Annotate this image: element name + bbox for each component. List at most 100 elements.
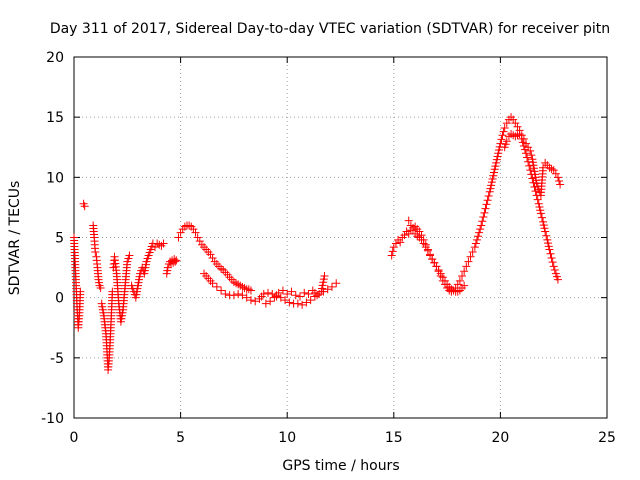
data-point bbox=[497, 135, 506, 144]
data-point bbox=[236, 281, 245, 290]
data-point bbox=[246, 296, 255, 305]
data-point bbox=[531, 187, 540, 196]
data-point bbox=[540, 224, 549, 233]
data-point bbox=[499, 127, 508, 136]
data-point bbox=[404, 216, 413, 225]
data-point bbox=[217, 264, 226, 273]
data-point bbox=[549, 262, 558, 271]
data-point bbox=[234, 290, 243, 299]
series-track-14 bbox=[524, 143, 565, 200]
y-tick-label: -10 bbox=[41, 411, 64, 427]
data-point bbox=[447, 287, 456, 296]
data-point bbox=[519, 142, 528, 151]
data-point bbox=[491, 162, 500, 171]
data-point bbox=[240, 284, 249, 293]
data-point bbox=[475, 228, 484, 237]
data-point bbox=[455, 276, 464, 285]
data-point bbox=[485, 187, 494, 196]
data-point bbox=[528, 174, 537, 183]
data-point bbox=[509, 115, 518, 124]
series-track-5 bbox=[109, 251, 134, 326]
data-point bbox=[419, 239, 428, 248]
series-track-2 bbox=[79, 199, 89, 211]
data-point bbox=[391, 239, 400, 248]
data-point bbox=[492, 158, 501, 167]
data-point bbox=[492, 155, 501, 164]
data-point bbox=[159, 239, 168, 248]
data-point bbox=[189, 225, 198, 234]
data-point bbox=[332, 279, 341, 288]
axis-ticks: 0 5 10 15 20 25 -10 -5 0 5 10 15 20 bbox=[41, 50, 616, 446]
data-point bbox=[171, 257, 180, 266]
data-point bbox=[417, 235, 426, 244]
data-point bbox=[477, 221, 486, 230]
data-point bbox=[259, 290, 268, 299]
data-point bbox=[474, 232, 483, 241]
data-point bbox=[534, 199, 543, 208]
x-tick-label: 20 bbox=[491, 430, 509, 446]
data-point bbox=[293, 299, 302, 308]
series-track-8 bbox=[174, 221, 255, 295]
data-point bbox=[125, 251, 134, 260]
data-point bbox=[489, 171, 498, 180]
data-point bbox=[458, 272, 467, 281]
data-point bbox=[400, 231, 409, 240]
data-point bbox=[523, 153, 532, 162]
data-point bbox=[511, 119, 520, 128]
data-point bbox=[302, 298, 311, 307]
y-tick-label: 10 bbox=[46, 170, 64, 186]
data-point bbox=[546, 249, 555, 258]
data-point bbox=[229, 291, 238, 300]
data-point bbox=[511, 132, 520, 141]
data-point bbox=[480, 208, 489, 217]
data-point bbox=[229, 278, 238, 287]
data-point bbox=[536, 209, 545, 218]
data-point bbox=[195, 237, 204, 246]
data-point bbox=[76, 287, 85, 296]
data-point bbox=[304, 290, 313, 299]
data-point bbox=[533, 195, 542, 204]
data-point bbox=[434, 267, 443, 276]
x-axis-label: GPS time / hours bbox=[282, 458, 399, 474]
data-point bbox=[556, 180, 565, 189]
data-point bbox=[544, 239, 553, 248]
data-point bbox=[521, 149, 530, 158]
data-point bbox=[287, 287, 296, 296]
data-point bbox=[502, 137, 511, 146]
x-tick-label: 5 bbox=[176, 430, 185, 446]
data-point bbox=[408, 226, 417, 235]
data-point bbox=[274, 288, 283, 297]
data-point bbox=[549, 166, 558, 175]
data-point bbox=[167, 259, 176, 268]
data-point bbox=[483, 196, 492, 205]
data-point bbox=[323, 285, 332, 294]
data-point bbox=[208, 253, 217, 262]
data-point bbox=[163, 263, 172, 272]
data-point bbox=[217, 286, 226, 295]
data-point bbox=[91, 247, 100, 256]
data-point bbox=[453, 280, 462, 289]
data-point bbox=[191, 228, 200, 237]
data-point bbox=[525, 161, 534, 170]
series-track-7 bbox=[162, 255, 181, 278]
y-tick-label: -5 bbox=[50, 351, 64, 367]
y-tick-label: 20 bbox=[46, 50, 64, 66]
chart-title: Day 311 of 2017, Sidereal Day-to-day VTE… bbox=[50, 21, 610, 37]
data-point bbox=[542, 231, 551, 240]
data-point bbox=[539, 217, 548, 226]
data-point bbox=[327, 282, 336, 291]
data-point bbox=[515, 130, 524, 139]
data-point bbox=[486, 184, 495, 193]
data-point bbox=[396, 238, 405, 247]
data-point bbox=[193, 233, 202, 242]
data-point bbox=[496, 139, 505, 148]
data-point bbox=[553, 275, 562, 284]
data-point bbox=[553, 173, 562, 182]
data-point bbox=[544, 242, 553, 251]
x-tick-label: 25 bbox=[598, 430, 616, 446]
data-point bbox=[526, 166, 535, 175]
data-point bbox=[490, 165, 499, 174]
data-point bbox=[471, 239, 480, 248]
data-point bbox=[264, 288, 273, 297]
